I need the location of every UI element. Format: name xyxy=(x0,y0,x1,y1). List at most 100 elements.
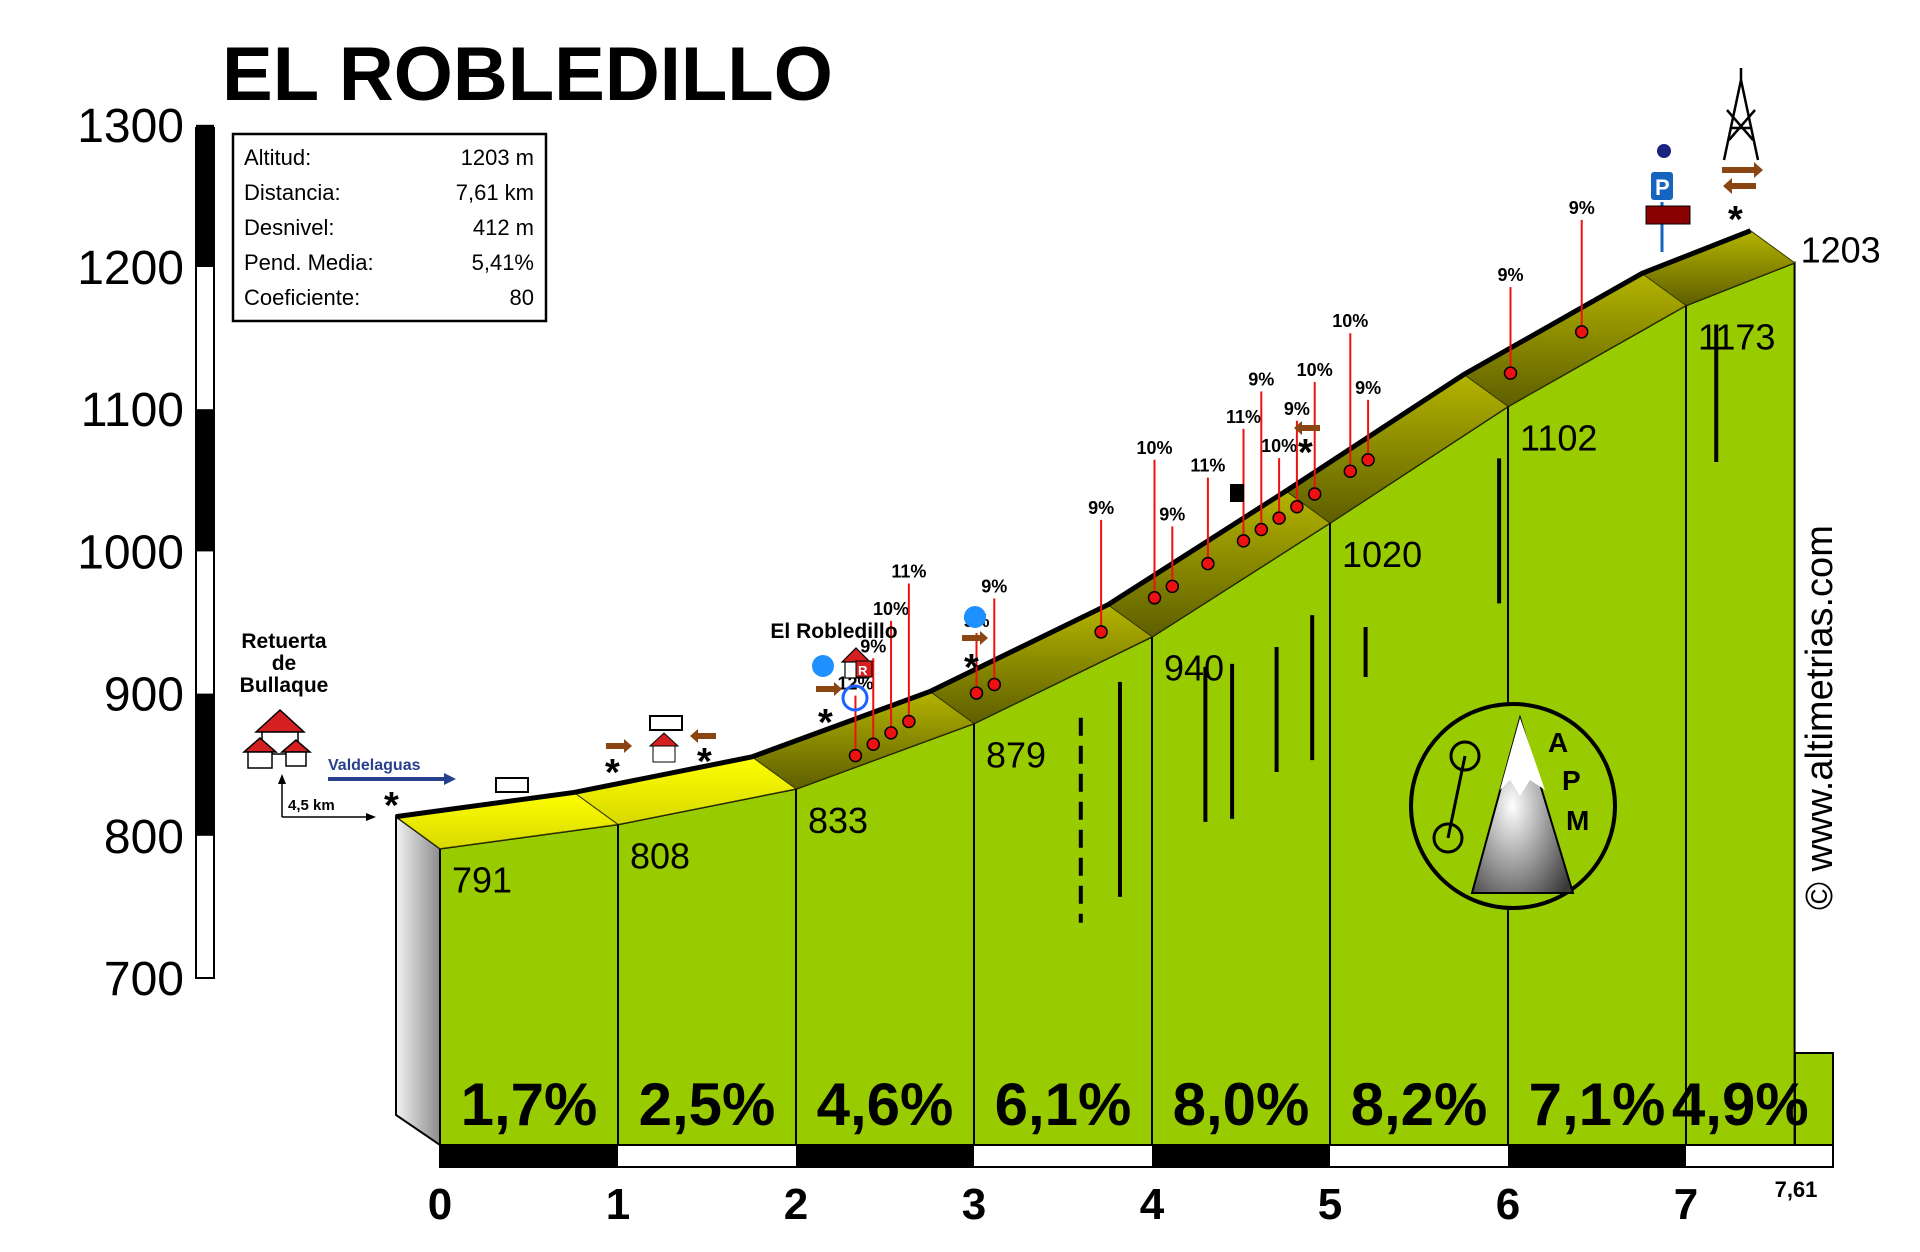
ramp-label-7: 10% xyxy=(1136,438,1172,458)
y-tick-700: 700 xyxy=(104,953,184,1006)
km-altitude-7: 1173 xyxy=(1698,316,1775,357)
ramp-marker-17: 9% xyxy=(1497,265,1524,380)
y-tick-labels: 700 800 900 1000 1100 1200 1300 xyxy=(77,100,184,1006)
svg-text:R: R xyxy=(858,663,868,678)
ramp-label-9: 11% xyxy=(1190,456,1225,476)
km3-fountain-icon xyxy=(964,606,986,628)
ramp-label-3: 11% xyxy=(891,562,926,582)
y-axis: 700 800 900 1000 1100 1200 1300 xyxy=(77,100,215,1006)
village: El Robledillo R * xyxy=(770,620,897,744)
ramp-marker-8: 9% xyxy=(1159,504,1185,594)
km-altitude-4: 940 xyxy=(1164,648,1224,689)
info-coefficient-value: 80 xyxy=(510,285,534,310)
summit-sign-icon xyxy=(1645,205,1691,225)
y-tick-800: 800 xyxy=(104,811,184,864)
ramp-label-13: 9% xyxy=(1284,399,1310,419)
x-tick-3: 3 xyxy=(962,1180,986,1229)
ramp-dot-17 xyxy=(1503,366,1518,380)
km3-icons: * xyxy=(962,606,988,689)
km1-right-sign-icon xyxy=(606,739,632,753)
km-altitude-5: 1020 xyxy=(1342,534,1422,575)
km3-right-sign-icon xyxy=(962,631,988,645)
shrine-icon xyxy=(1230,484,1244,502)
logo-letter-a: A xyxy=(1548,727,1568,758)
km-altitude-6: 1102 xyxy=(1520,417,1597,458)
x-tick-0: 0 xyxy=(428,1180,452,1229)
y-stripe-1 xyxy=(196,693,214,836)
summit-asterisk-icon: * xyxy=(1728,199,1743,241)
ramp-label-14: 10% xyxy=(1297,360,1333,380)
ramp-dot-0 xyxy=(848,748,863,763)
cyclist-icon xyxy=(1446,755,1467,839)
water-fountain-icon xyxy=(841,684,869,712)
ramp-marker-9: 11% xyxy=(1190,456,1225,571)
ramp-marker-7: 10% xyxy=(1136,438,1173,605)
ramp-dot-12 xyxy=(1272,511,1286,525)
summit-right-sign-icon xyxy=(1722,162,1763,178)
info-coefficient-label: Coeficiente: xyxy=(244,285,360,310)
x-end-label: 7,61 xyxy=(1775,1177,1818,1202)
village-asterisk-icon: * xyxy=(818,702,833,744)
summit-icons: P * xyxy=(1645,68,1763,252)
info-box: Altitud: 1203 m Distancia: 7,61 km Desni… xyxy=(231,132,548,323)
parking-icon xyxy=(1651,172,1673,200)
segment-grade-5: 8,2% xyxy=(1351,1071,1488,1138)
info-average-grade-value: 5,41% xyxy=(472,250,534,275)
segment-grade-0: 1,7% xyxy=(461,1071,598,1138)
ramp-label-15: 10% xyxy=(1332,311,1368,331)
x-stripe-2 xyxy=(796,1145,974,1167)
segment-grade-4: 8,0% xyxy=(1173,1071,1310,1138)
summit-left-sign-icon xyxy=(1723,178,1756,194)
info-distance-value: 7,61 km xyxy=(456,180,534,205)
y-tick-900: 900 xyxy=(104,669,184,722)
x-tick-7: 7 xyxy=(1674,1180,1698,1229)
decorative-vertical-lines xyxy=(1078,324,1719,923)
km1-left-sign-icon xyxy=(690,729,716,743)
ramp-dot-6 xyxy=(1094,625,1108,639)
y-stripe-5 xyxy=(196,124,214,267)
x-tick-5: 5 xyxy=(1318,1180,1342,1229)
ramp-label-18: 9% xyxy=(1569,198,1595,218)
ramp-label-6: 9% xyxy=(1088,498,1114,518)
mountain-peak-icon xyxy=(1470,714,1575,894)
ramp-marker-18: 9% xyxy=(1569,198,1595,339)
ramp-marker-2: 10% xyxy=(873,599,909,740)
segment-grade-2: 4,6% xyxy=(817,1071,954,1138)
start-asterisk-icon: * xyxy=(384,785,399,827)
km1-asterisk-icon: * xyxy=(605,752,620,794)
profile xyxy=(394,228,1834,1147)
x-scale-stripes xyxy=(440,1145,1686,1167)
ramp-label-12: 10% xyxy=(1261,436,1297,456)
x-tick-4: 4 xyxy=(1140,1180,1165,1229)
ramp-dot-15 xyxy=(1343,464,1358,478)
credit-text: © www.altimetrias.com xyxy=(1799,525,1841,910)
start-town-line-2: de xyxy=(272,652,297,675)
km-altitude-3: 879 xyxy=(986,734,1046,775)
x-tick-labels: 0 1 2 3 4 5 6 7 xyxy=(428,1180,1698,1229)
ramp-marker-5: 9% xyxy=(981,577,1007,692)
ramp-label-17: 9% xyxy=(1497,265,1523,285)
ramp-label-16: 9% xyxy=(1355,378,1381,398)
svg-text:P: P xyxy=(1655,175,1670,200)
ramp-dot-2 xyxy=(884,726,898,740)
ramp-marker-3: 11% xyxy=(891,562,926,729)
start-town-line-1: Retuerta xyxy=(241,630,327,653)
km1-bus-stop-icon xyxy=(649,715,683,731)
ramp-dot-4 xyxy=(969,686,984,700)
segment-grade-1: 2,5% xyxy=(639,1071,776,1138)
x-stripe-4 xyxy=(1152,1145,1330,1167)
info-box-frame xyxy=(231,132,548,323)
ramp-dot-9 xyxy=(1201,556,1215,571)
y-tick-1000: 1000 xyxy=(77,526,184,579)
km-altitude-0: 791 xyxy=(452,860,512,901)
ramp-dot-18 xyxy=(1574,325,1589,339)
segment-grade-7: 4,9% xyxy=(1672,1071,1809,1138)
km1b-asterisk-icon: * xyxy=(697,741,712,783)
snow-cap-icon xyxy=(1500,718,1545,796)
ramp-dot-14 xyxy=(1307,487,1322,501)
ramp-dot-13 xyxy=(1290,500,1304,514)
km1-icons: * * xyxy=(495,715,716,794)
bus-stop-icon xyxy=(495,777,529,793)
start-town: Retuerta de Bullaque 4,5 km * Valdelagua… xyxy=(240,630,456,827)
